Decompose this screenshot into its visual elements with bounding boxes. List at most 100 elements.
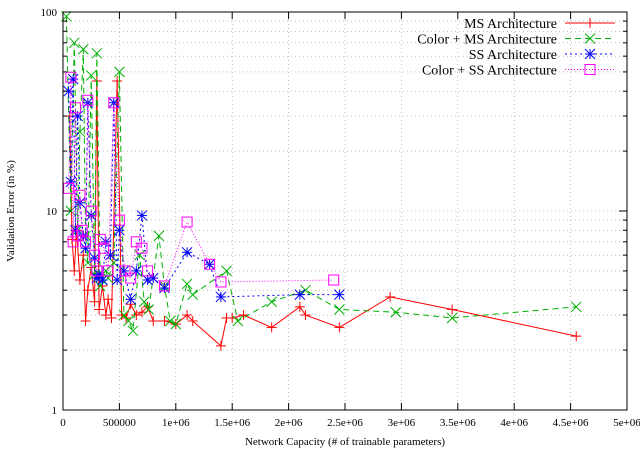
data-point: [130, 265, 142, 277]
legend-label: SS Architecture: [469, 48, 557, 63]
data-point: [112, 76, 123, 87]
series-layer: [61, 11, 582, 351]
legend-swatch-marker: [584, 48, 596, 60]
data-point: [266, 296, 278, 308]
data-point: [102, 265, 114, 277]
legend-label: Color + MS Architecture: [417, 33, 557, 48]
x-tick-label: 4e+06: [500, 417, 528, 429]
data-point: [116, 310, 127, 321]
data-point: [390, 306, 402, 318]
data-point: [447, 304, 458, 315]
data-point: [65, 176, 77, 188]
y-tick-label: 100: [41, 7, 58, 19]
data-point: [334, 322, 345, 333]
data-point: [142, 265, 154, 277]
series-1: [61, 11, 582, 337]
data-point: [221, 265, 232, 277]
data-point: [125, 293, 137, 305]
data-point: [131, 310, 142, 321]
data-point: [114, 224, 125, 236]
data-point: [105, 249, 116, 261]
data-point: [70, 224, 81, 236]
data-point: [63, 182, 75, 194]
data-point: [227, 312, 238, 323]
data-point: [100, 236, 112, 248]
data-point: [80, 242, 91, 254]
data-point: [385, 291, 396, 302]
data-point: [170, 318, 182, 330]
data-point: [85, 205, 97, 217]
data-point: [113, 214, 125, 226]
data-point: [334, 304, 345, 315]
data-point: [74, 275, 85, 286]
data-point: [67, 234, 78, 245]
data-point: [68, 37, 80, 49]
x-tick-label: 5e+06: [613, 417, 640, 429]
legend-swatch-marker: [585, 18, 595, 28]
data-point: [127, 325, 139, 337]
legend-swatch-marker: [584, 64, 596, 75]
data-point: [300, 284, 311, 296]
data-point: [294, 301, 305, 312]
data-point: [91, 265, 103, 277]
x-tick-label: 2.5e+06: [327, 417, 363, 429]
data-point: [82, 257, 94, 269]
data-point: [232, 315, 244, 327]
data-point: [102, 272, 114, 284]
legend-swatch-marker: [584, 33, 596, 44]
x-axis-label: Network Capacity (# of trainable paramet…: [245, 436, 445, 448]
x-tick-label: 4.5e+06: [553, 417, 589, 429]
data-point: [181, 246, 193, 258]
data-point: [142, 274, 153, 286]
data-point: [82, 285, 93, 296]
x-tick-label: 1.5e+06: [214, 417, 250, 429]
data-point: [164, 315, 176, 327]
data-point: [98, 242, 110, 254]
data-point: [182, 310, 193, 321]
data-point: [159, 316, 170, 327]
data-point: [136, 242, 148, 254]
series-2: [63, 73, 345, 305]
data-point: [215, 340, 226, 351]
series-3: [63, 71, 340, 292]
x-tick-label: 0: [60, 417, 66, 429]
data-point: [300, 310, 311, 321]
data-point: [69, 102, 81, 114]
data-point: [97, 274, 108, 286]
data-point: [85, 70, 97, 81]
data-point: [181, 278, 193, 290]
data-point: [134, 249, 146, 261]
data-point: [114, 66, 125, 78]
data-point: [89, 249, 101, 261]
data-point: [187, 289, 199, 300]
data-point: [82, 97, 94, 109]
data-point: [106, 312, 117, 323]
data-point: [89, 296, 100, 307]
data-point: [94, 233, 106, 245]
data-point: [80, 236, 92, 248]
data-point: [181, 216, 193, 228]
y-axis-label: Validation Error (in %): [5, 160, 17, 262]
data-point: [77, 230, 89, 242]
data-point: [74, 126, 86, 138]
data-point: [136, 210, 148, 221]
data-point: [94, 304, 105, 315]
data-point: [108, 97, 120, 109]
data-point: [123, 315, 134, 327]
legend-label: Color + SS Architecture: [422, 64, 557, 79]
data-point: [118, 309, 130, 321]
data-point: [215, 291, 227, 303]
data-point: [215, 276, 227, 288]
x-tick-label: 3e+06: [388, 417, 416, 429]
data-point: [159, 280, 171, 292]
data-point: [153, 230, 165, 242]
data-point: [143, 304, 155, 315]
data-point: [118, 265, 130, 277]
data-point: [204, 258, 215, 270]
data-point: [334, 289, 345, 300]
data-point: [187, 316, 198, 327]
data-point: [266, 322, 277, 333]
data-point: [82, 94, 94, 106]
x-tick-label: 1e+06: [162, 417, 190, 429]
